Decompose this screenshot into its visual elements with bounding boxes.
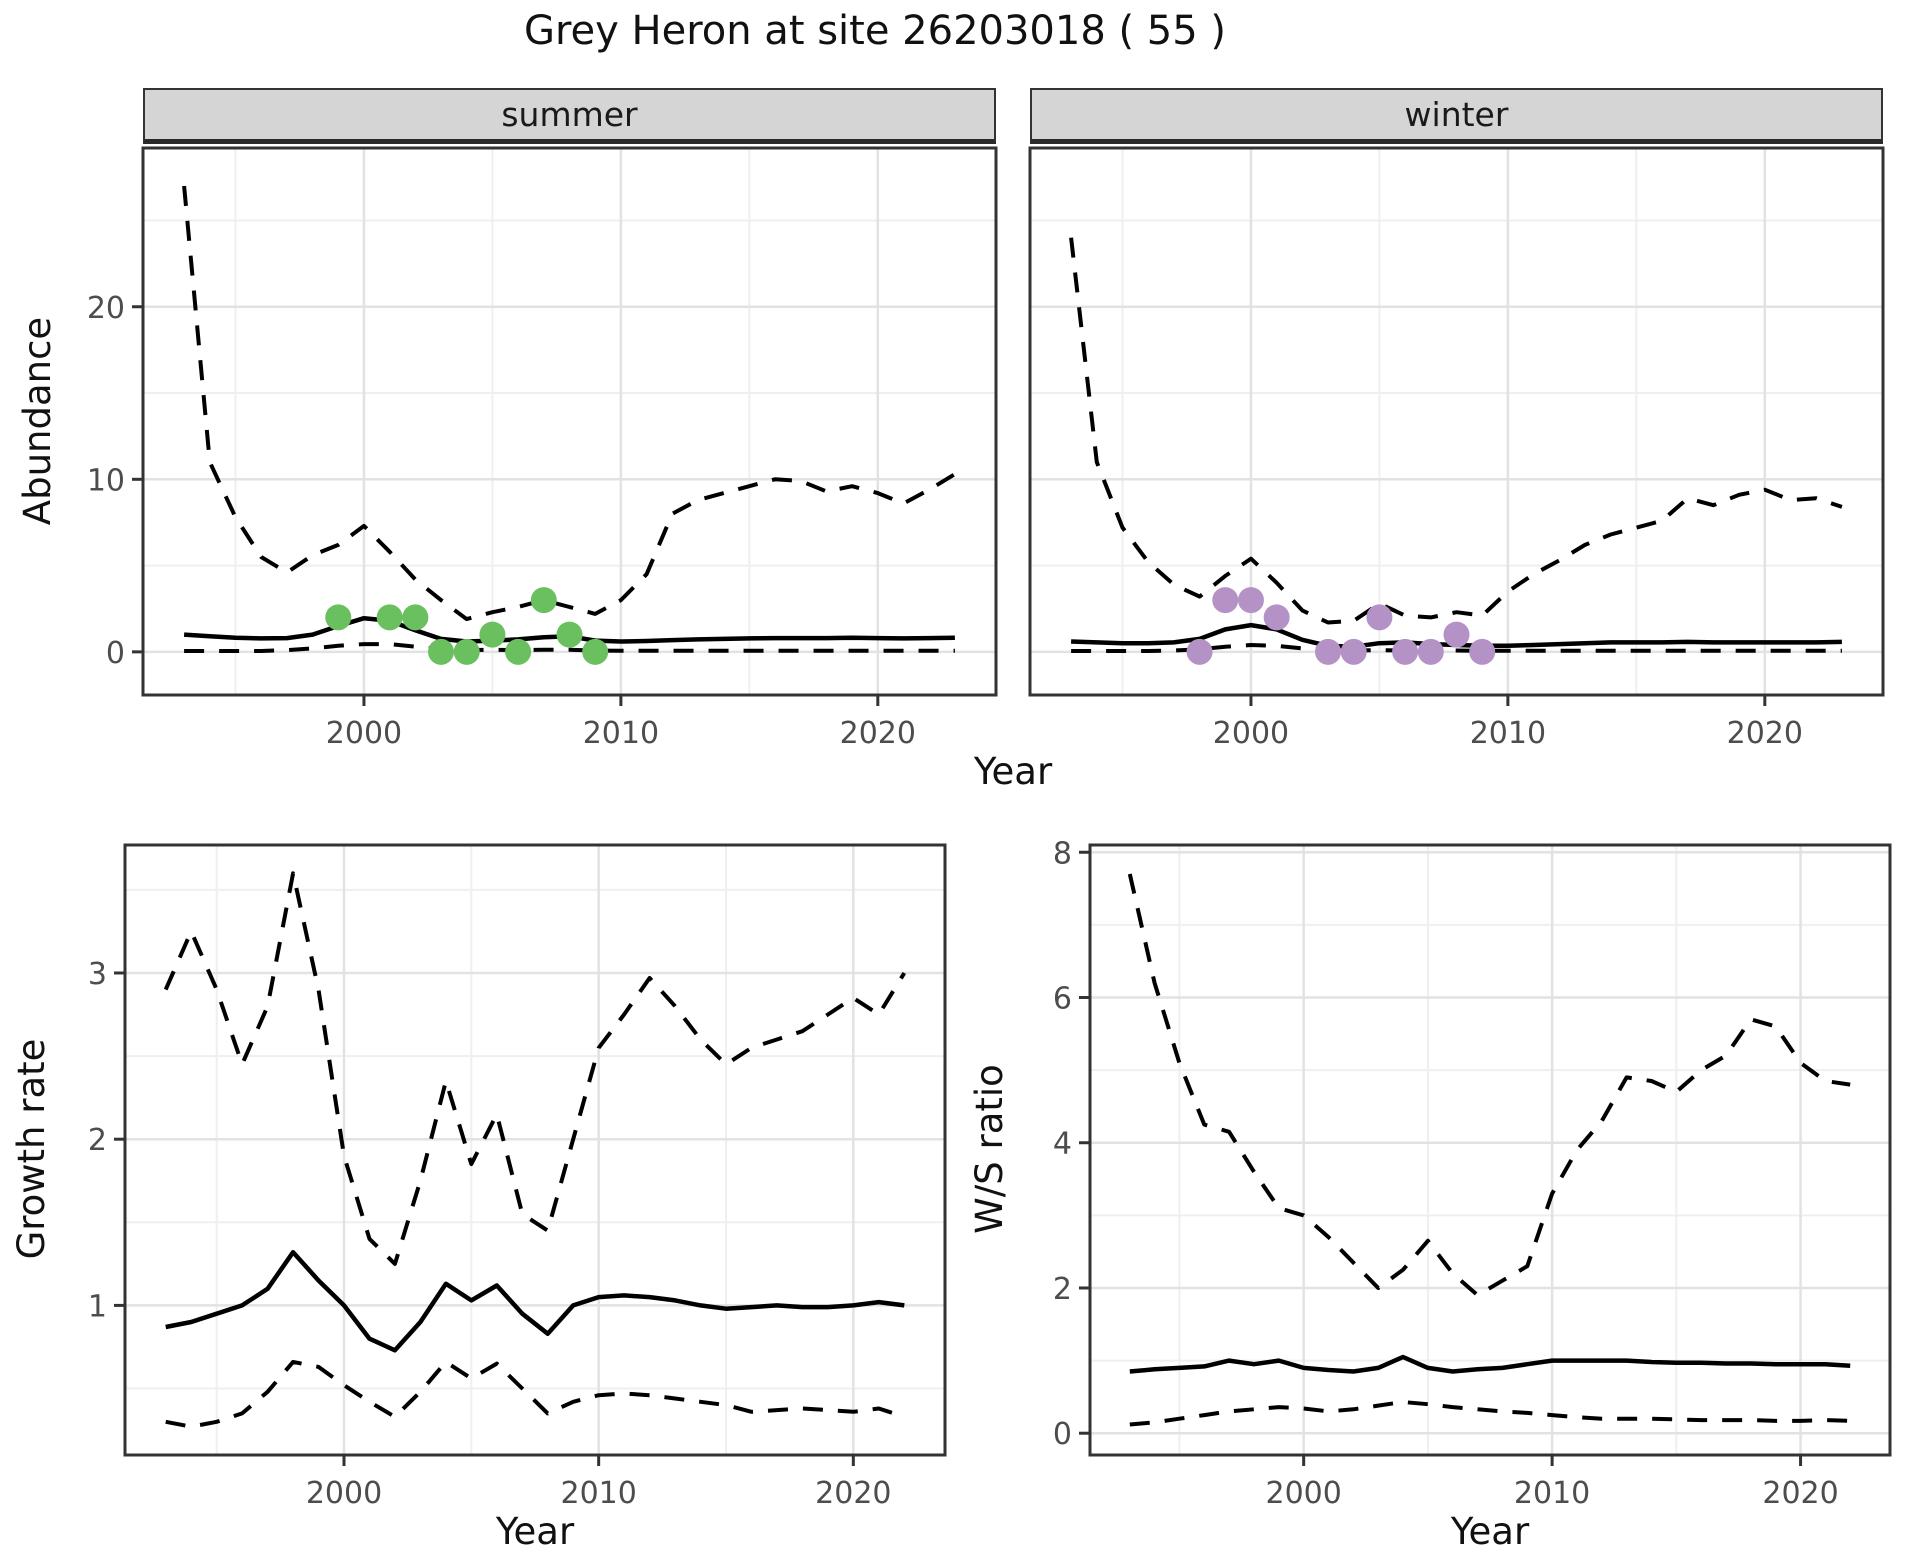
growth-rate-series-lower_ci — [165, 1359, 905, 1429]
summer-abundance-point — [530, 587, 557, 614]
facet-strip-winter-label: winter — [1404, 95, 1509, 134]
summer-abundance-point — [453, 638, 480, 665]
ws-ratio-panel-bg — [1090, 845, 1890, 1455]
ws-ratio-grid-major — [1090, 845, 1890, 1455]
winter-abundance-point — [1443, 621, 1470, 648]
summer-abundance-y-tick-label: 20 — [87, 291, 125, 326]
summer-abundance-panel-bg — [143, 148, 996, 695]
facet-strip-summer: summer — [143, 88, 996, 144]
summer-abundance-point — [402, 604, 429, 631]
ws-ratio-y-tick-label: 2 — [1053, 1272, 1072, 1307]
facet-strip-summer-label: summer — [501, 95, 638, 134]
y-axis-title-growth-rate: Growth rate — [10, 1038, 53, 1260]
growth-rate-x-tick-label: 2000 — [306, 1476, 382, 1511]
winter-abundance-point — [1237, 587, 1264, 614]
winter-abundance-point — [1212, 587, 1239, 614]
summer-abundance-x-tick-label: 2010 — [583, 716, 659, 751]
growth-rate-series-median — [165, 1249, 905, 1353]
summer-abundance-x-tick-label: 2020 — [840, 716, 916, 751]
facet-strip-winter: winter — [1030, 88, 1883, 144]
ws-ratio-y-tick-label: 0 — [1053, 1417, 1072, 1452]
growth-rate-axis-ticks: 2000 2010 2020 1 2 3 — [88, 957, 892, 1511]
ws-ratio-y-tick-label: 8 — [1053, 836, 1072, 871]
growth-rate-grid-major — [125, 845, 945, 1455]
ws-ratio-y-tick-label: 6 — [1053, 982, 1072, 1017]
summer-abundance-axis-ticks: 2000 2010 2020 0 10 20 — [87, 291, 916, 751]
summer-abundance-point — [428, 638, 455, 665]
winter-abundance-point — [1340, 638, 1367, 665]
winter-abundance-grid-minor — [1030, 148, 1883, 695]
winter-abundance-series-lower_ci — [1071, 643, 1842, 653]
winter-abundance-point — [1263, 604, 1290, 631]
growth-rate-y-tick-label: 3 — [88, 957, 107, 992]
winter-abundance-panel-border — [1028, 146, 1885, 697]
plot-panel-summer-abundance: 2000 2010 2020 0 10 20 — [87, 146, 998, 751]
growth-rate-series-upper_ci — [163, 871, 907, 1266]
summer-abundance-y-tick-label: 0 — [106, 636, 125, 671]
ws-ratio-y-tick-label: 4 — [1053, 1127, 1072, 1162]
ws-ratio-axis-ticks: 2000 2010 2020 0 2 4 6 8 — [1053, 836, 1839, 1511]
ws-ratio-series-lower_ci — [1129, 1400, 1851, 1427]
plot-panel-winter-abundance: 2000 2010 2020 — [1028, 146, 1885, 751]
winter-abundance-observed-points — [1186, 587, 1496, 665]
winter-abundance-x-tick-label: 2020 — [1727, 716, 1803, 751]
ws-ratio-x-tick-label: 2000 — [1265, 1476, 1341, 1511]
growth-rate-y-tick-label: 1 — [88, 1289, 107, 1324]
summer-abundance-point — [556, 621, 583, 648]
winter-abundance-point — [1417, 638, 1444, 665]
ws-ratio-x-tick-label: 2010 — [1514, 1476, 1590, 1511]
x-axis-title-year-top: Year — [973, 750, 1053, 793]
summer-abundance-panel-border — [141, 146, 998, 697]
x-axis-title-year-growth: Year — [495, 1510, 575, 1553]
x-axis-title-year-ws: Year — [1450, 1510, 1530, 1553]
summer-abundance-x-tick-label: 2000 — [326, 716, 402, 751]
winter-abundance-x-tick-label: 2010 — [1470, 716, 1546, 751]
winter-abundance-point — [1392, 638, 1419, 665]
winter-abundance-x-tick-label: 2000 — [1213, 716, 1289, 751]
ws-ratio-series-median — [1129, 1354, 1851, 1374]
ws-ratio-panel-border — [1088, 843, 1892, 1457]
summer-abundance-grid-minor — [143, 148, 996, 695]
winter-abundance-point — [1186, 638, 1213, 665]
page-title: Grey Heron at site 26203018 ( 55 ) — [523, 8, 1227, 54]
growth-rate-x-tick-label: 2020 — [815, 1476, 891, 1511]
growth-rate-panel-border — [123, 843, 947, 1457]
y-axis-title-abundance: Abundance — [16, 316, 59, 526]
summer-abundance-series-upper_ci — [182, 185, 956, 622]
winter-abundance-point — [1366, 604, 1393, 631]
y-axis-title-ws-ratio: W/S ratio — [968, 1064, 1011, 1234]
ws-ratio-x-tick-label: 2020 — [1762, 1476, 1838, 1511]
summer-abundance-series-lower_ci — [184, 642, 955, 653]
growth-rate-panel-bg — [125, 845, 945, 1455]
summer-abundance-point — [505, 638, 532, 665]
winter-abundance-point — [1469, 638, 1496, 665]
growth-rate-x-tick-label: 2010 — [560, 1476, 636, 1511]
summer-abundance-point — [376, 604, 403, 631]
summer-abundance-point — [582, 638, 609, 665]
winter-abundance-point — [1315, 638, 1342, 665]
plot-panel-ws-ratio: 2000 2010 2020 0 2 4 6 8 — [1053, 836, 1892, 1511]
winter-abundance-axis-ticks: 2000 2010 2020 — [1213, 695, 1803, 751]
winter-abundance-series-upper_ci — [1069, 237, 1843, 625]
summer-abundance-y-tick-label: 10 — [87, 463, 125, 498]
plot-panel-growth-rate: 2000 2010 2020 1 2 3 — [88, 843, 947, 1511]
summer-abundance-point — [325, 604, 352, 631]
winter-abundance-panel-bg — [1030, 148, 1883, 695]
growth-rate-y-tick-label: 2 — [88, 1123, 107, 1158]
summer-abundance-point — [479, 621, 506, 648]
summer-abundance-observed-points — [325, 587, 609, 665]
ws-ratio-series-upper_ci — [1127, 873, 1851, 1298]
